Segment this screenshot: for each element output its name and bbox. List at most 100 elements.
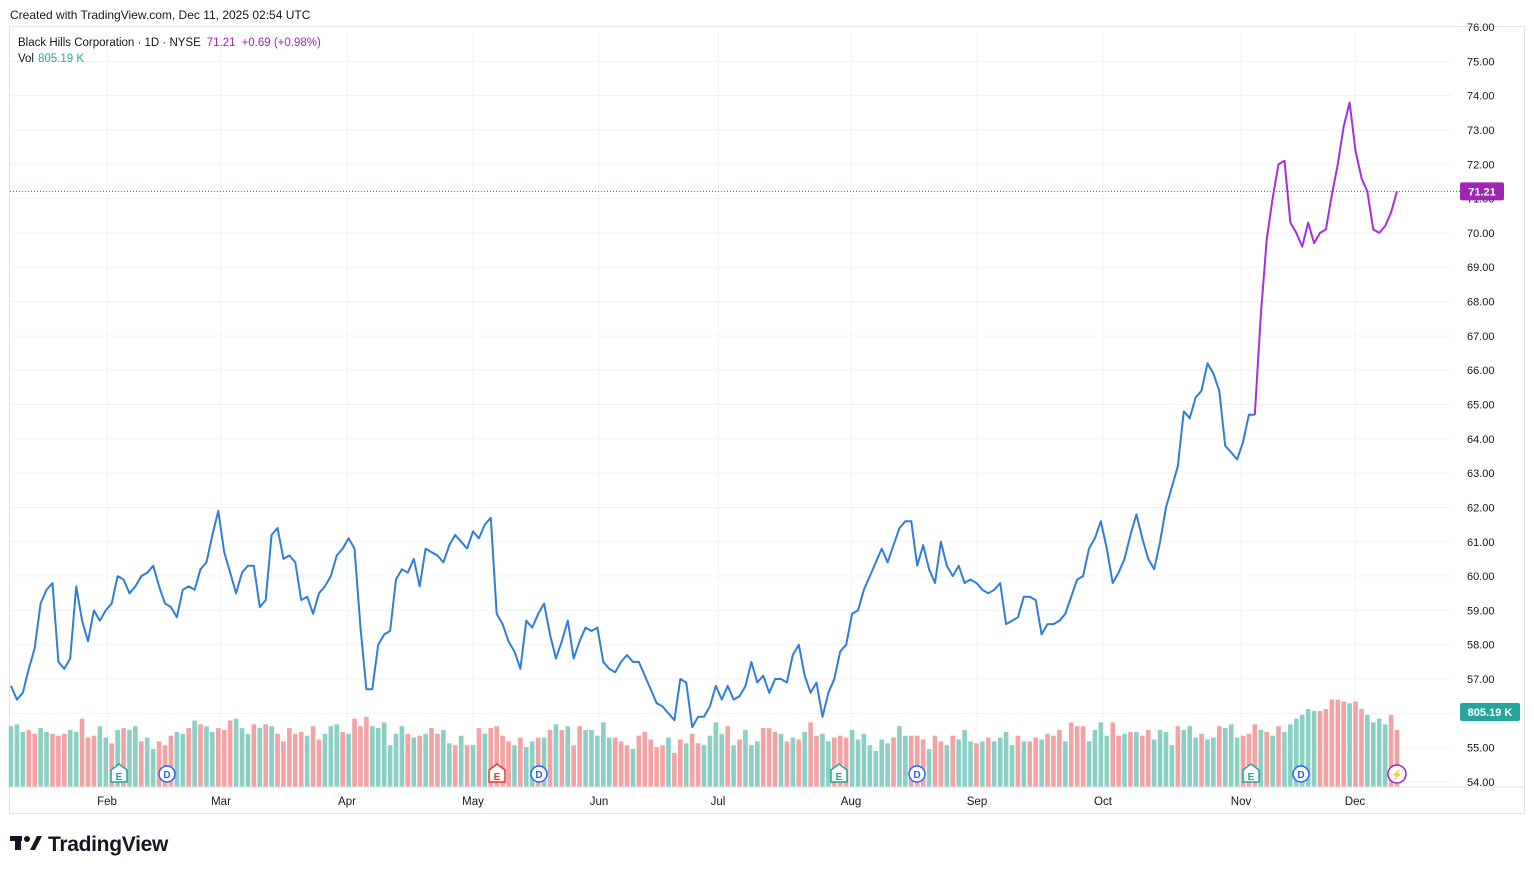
volume-bar (920, 739, 926, 787)
last-volume-tag-text: 805.19 K (1468, 707, 1513, 719)
tradingview-logo[interactable]: TradingView (10, 833, 168, 857)
event-marker-earnings[interactable]: E (110, 763, 128, 783)
volume-bar (808, 722, 813, 787)
volume-bar (731, 745, 736, 787)
volume-bar (820, 733, 825, 787)
volume-bar (1062, 741, 1068, 787)
volume-label[interactable]: Vol (18, 53, 34, 65)
volume-bar (1205, 739, 1210, 787)
volume-bar (97, 726, 103, 787)
y-tick-label: 55.00 (1467, 743, 1495, 755)
event-marker-dividend[interactable]: D (530, 765, 548, 783)
symbol-title[interactable]: Black Hills Corporation · 1D · NYSE (18, 37, 201, 49)
y-tick-label: 63.00 (1467, 468, 1495, 480)
event-marker-earnings[interactable]: E (830, 763, 848, 783)
volume-bar (1086, 741, 1092, 787)
volume-bar (529, 741, 535, 787)
y-tick-label: 76.00 (1467, 22, 1495, 34)
volume-bar (541, 737, 547, 787)
volume-bar (168, 735, 174, 787)
volume-bar (298, 731, 304, 787)
volume-bar (974, 743, 979, 787)
axis-price-tags: 71.21 805.19 K (1460, 182, 1520, 721)
volume-bar (938, 741, 944, 787)
event-marker-dividend[interactable]: D (908, 765, 926, 783)
volume-bar (689, 733, 695, 787)
last-price-tag-text: 71.21 (1468, 186, 1496, 198)
volume-bar (606, 737, 612, 787)
volume-bar (494, 726, 500, 787)
y-tick-label: 59.00 (1467, 605, 1495, 617)
volume-bar (1246, 733, 1252, 787)
volume-bar (1370, 722, 1376, 787)
volume-bar (476, 728, 482, 787)
volume-bar (861, 733, 867, 787)
volume-bar (227, 720, 233, 787)
volume-bar (1139, 735, 1145, 787)
volume-bar (1009, 745, 1015, 787)
volume-bar (879, 739, 885, 787)
volume-bar (719, 733, 725, 787)
volume-bar (506, 741, 511, 787)
volume-bar (281, 741, 286, 787)
volume-bar (997, 737, 1003, 787)
event-marker-earnings-red[interactable]: E (488, 763, 506, 783)
volume-value: 805.19 K (38, 53, 85, 65)
volume-bar (1074, 726, 1080, 787)
volume-bar (1169, 745, 1175, 787)
event-marker-split[interactable]: ⚡ (1387, 764, 1407, 784)
price-line (10, 101, 1398, 729)
x-month-label: May (462, 796, 484, 808)
dividend-label: D (913, 770, 920, 781)
volume-bar (1317, 711, 1323, 787)
legend-change: +0.69 (+0.98%) (241, 37, 321, 49)
event-marker-dividend[interactable]: D (158, 765, 176, 783)
event-marker-dividend[interactable]: D (1292, 765, 1310, 783)
volume-bar (470, 745, 476, 787)
volume-bar (322, 733, 328, 787)
volume-bar (1163, 731, 1169, 787)
volume-bar (754, 741, 760, 787)
volume-bar (956, 739, 962, 787)
volume-bar (127, 730, 132, 787)
volume-bar (1080, 726, 1086, 787)
event-marker-earnings[interactable]: E (1242, 763, 1260, 783)
volume-bar (79, 718, 85, 787)
volume-bar (8, 726, 14, 787)
volume-bar (760, 728, 766, 787)
volume-bar (1110, 722, 1116, 787)
volume-bar (452, 745, 458, 787)
volume-bar (1193, 737, 1198, 787)
dividend-icon (1292, 765, 1310, 783)
volume-bar (903, 735, 908, 787)
volume-bar (174, 731, 180, 787)
volume-bar (968, 741, 973, 787)
volume-bar (1216, 726, 1222, 787)
earnings-icon (830, 763, 848, 783)
volume-bar (1211, 737, 1216, 787)
y-tick-label: 70.00 (1467, 228, 1495, 240)
volume-bar (772, 731, 778, 787)
volume-bar (381, 722, 387, 787)
volume-bar (1311, 711, 1317, 787)
volume-bar (50, 733, 55, 787)
dividend-label: D (163, 770, 170, 781)
volume-bar (20, 731, 26, 787)
volume-bar (991, 741, 997, 787)
y-tick-label: 58.00 (1467, 640, 1495, 652)
earnings-label: E (836, 772, 843, 783)
earnings-label: E (1248, 772, 1255, 783)
y-tick-label: 74.00 (1467, 91, 1495, 103)
volume-bar (1282, 731, 1287, 787)
volume-bar (257, 728, 263, 787)
volume-bar (980, 741, 985, 787)
volume-bar (14, 724, 20, 787)
dividend-icon (908, 765, 926, 783)
volume-bar (749, 745, 754, 787)
volume-bar (144, 737, 150, 787)
volume-bar (1068, 722, 1074, 787)
earnings-icon (110, 763, 128, 783)
x-month-label: Dec (1345, 796, 1366, 808)
volume-bar (334, 724, 340, 787)
